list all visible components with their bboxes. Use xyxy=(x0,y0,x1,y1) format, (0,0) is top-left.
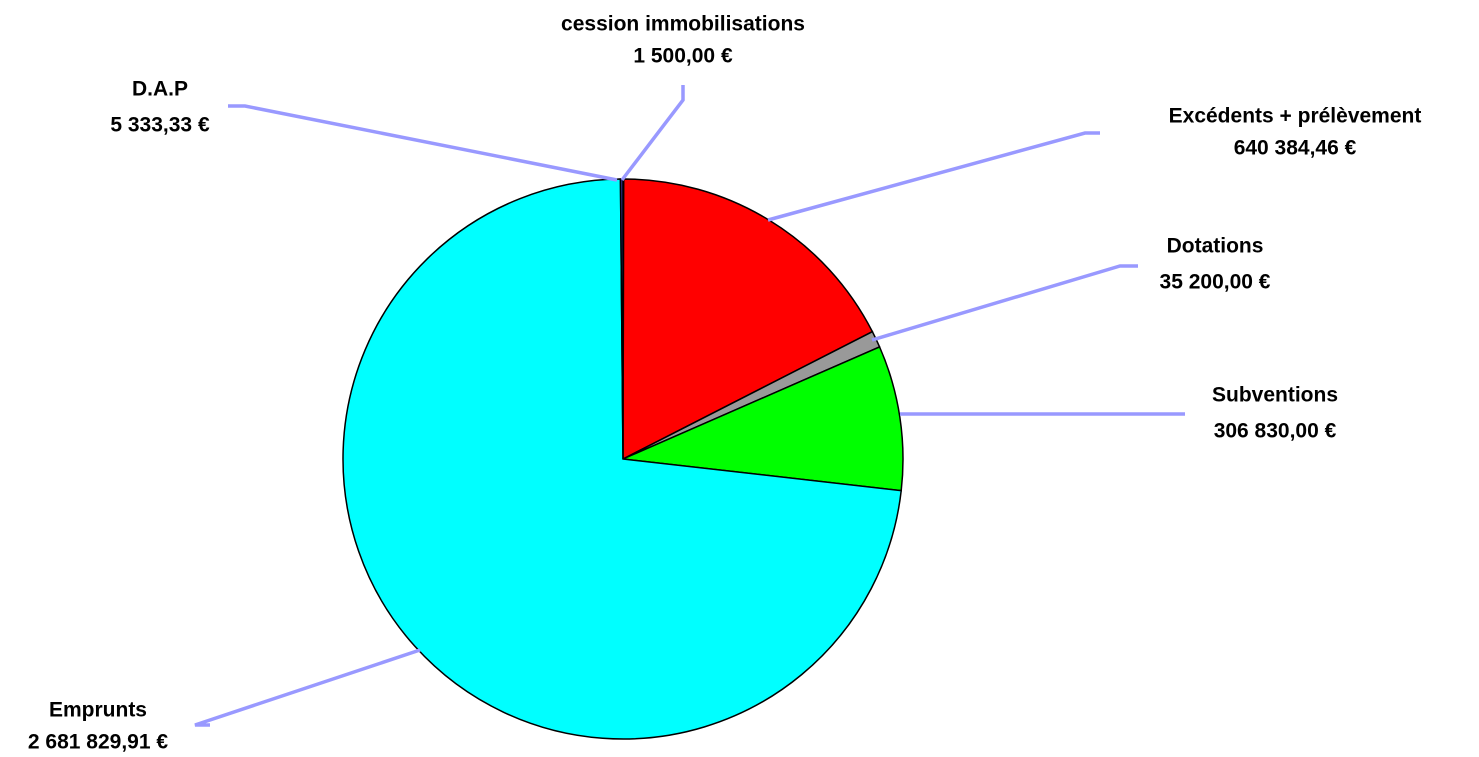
pie-slice xyxy=(342,178,903,740)
slice-value-label: 306 830,00 € xyxy=(1214,420,1337,443)
leader-line xyxy=(228,104,618,182)
leader-line xyxy=(871,264,1138,342)
pie-slice xyxy=(620,345,904,492)
leader-line xyxy=(767,131,1100,222)
leader-line xyxy=(194,648,421,727)
slice-value-label: 1 500,00 € xyxy=(633,45,733,68)
slice-value-label: 640 384,46 € xyxy=(1234,137,1357,160)
slice-value-label: 35 200,00 € xyxy=(1160,271,1271,294)
slice-label: cession immobilisations xyxy=(561,13,805,36)
slice-value-label: 2 681 829,91 € xyxy=(28,731,168,754)
slice-label: Excédents + prélèvement xyxy=(1169,105,1422,128)
slice-label: Emprunts xyxy=(49,699,147,722)
slice-label: Dotations xyxy=(1167,235,1264,258)
slice-label: Subventions xyxy=(1212,384,1338,407)
slice-value-label: 5 333,33 € xyxy=(110,114,210,137)
slice-label: D.A.P xyxy=(132,78,188,101)
leader-line xyxy=(620,85,685,182)
